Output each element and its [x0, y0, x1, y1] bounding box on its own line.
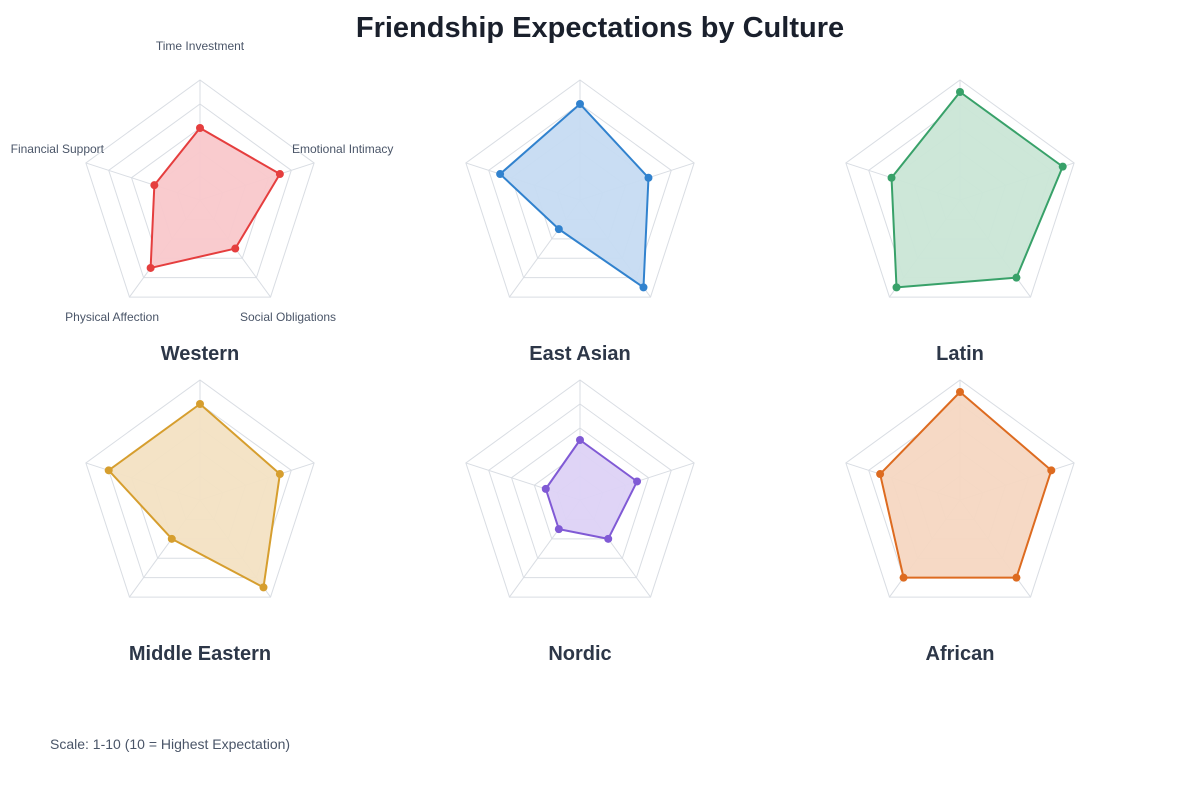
panel-title: Western [161, 343, 240, 365]
data-point [633, 477, 642, 486]
data-point [576, 436, 584, 444]
data-point [1047, 466, 1056, 475]
axis-label: Physical Affection [65, 310, 159, 324]
data-point [1012, 573, 1021, 582]
data-point [146, 263, 155, 272]
data-point [554, 225, 563, 234]
grid-ring [845, 379, 1075, 598]
data-point [167, 534, 176, 543]
panel-title: East Asian [529, 343, 631, 365]
chart-title: Friendship Expectations by Culture [355, 12, 845, 44]
grid-ring [85, 379, 315, 598]
panel-title: Nordic [548, 643, 611, 665]
grid-ring [488, 403, 672, 579]
data-point [956, 388, 964, 396]
data-point [541, 484, 550, 493]
scale-footnote: Scale: 1-10 (10 = Highest Expectation) [50, 736, 291, 752]
axis-label: Emotional Intimacy [292, 142, 393, 156]
data-point [104, 466, 113, 475]
panel-title: Middle Eastern [129, 643, 271, 665]
data-area-western [149, 127, 281, 269]
data-point [496, 170, 505, 179]
data-point [639, 283, 648, 292]
data-point [576, 100, 584, 108]
data-point [259, 583, 268, 592]
grid-ring [465, 379, 695, 598]
axis-label: Social Obligations [240, 310, 336, 324]
data-area-middle-eastern [107, 403, 281, 589]
data-point [899, 573, 908, 582]
data-point [275, 470, 284, 479]
data-point [876, 470, 885, 479]
data-point [196, 400, 204, 408]
axis-label: Financial Support [11, 142, 105, 156]
data-point [604, 534, 613, 543]
data-point [892, 283, 901, 292]
data-point [1058, 162, 1067, 171]
data-area-nordic [544, 439, 639, 540]
panel-title: Latin [936, 343, 984, 365]
data-point [644, 173, 653, 182]
data-point [956, 88, 964, 96]
panel-title: African [926, 643, 995, 665]
grid-ring [488, 103, 672, 279]
data-point [1012, 273, 1021, 282]
data-point [231, 244, 240, 253]
data-point [196, 124, 204, 132]
axis-label: Time Investment [156, 39, 245, 53]
data-point [150, 181, 159, 190]
grid-ring [510, 427, 650, 559]
data-area-african [879, 391, 1053, 579]
grid-ring [108, 103, 292, 279]
grid-ring [85, 79, 315, 298]
grid-ring [845, 79, 1075, 298]
data-area-latin [890, 91, 1064, 289]
grid-ring [465, 79, 695, 298]
data-area-east-asian [499, 103, 650, 289]
data-point [887, 173, 896, 182]
data-point [275, 170, 284, 179]
data-point [554, 525, 563, 534]
